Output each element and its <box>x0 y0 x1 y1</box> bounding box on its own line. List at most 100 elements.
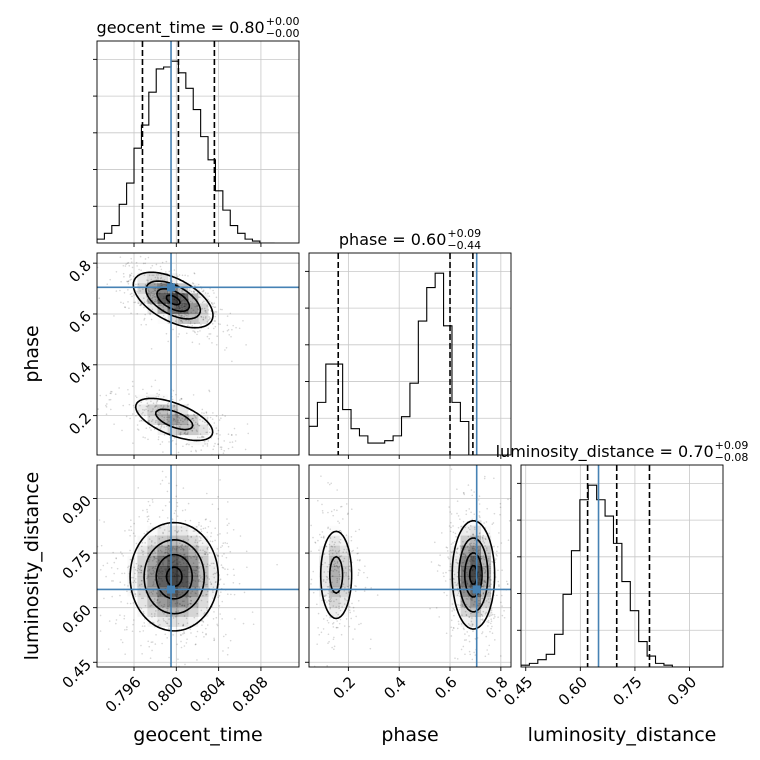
scatter-point <box>156 400 158 403</box>
scatter-point <box>312 570 315 573</box>
scatter-point <box>150 604 153 607</box>
density-cell <box>187 596 199 607</box>
scatter-point <box>498 585 500 588</box>
density-cell <box>157 273 168 284</box>
scatter-point <box>322 536 325 539</box>
scatter-point <box>143 683 145 685</box>
density-cell <box>208 586 219 597</box>
scatter-point <box>106 283 109 286</box>
scatter-point <box>168 482 170 485</box>
scatter-point <box>204 553 207 556</box>
scatter-point <box>194 331 196 334</box>
scatter-point <box>494 639 496 641</box>
scatter-point <box>357 568 360 571</box>
scatter-point <box>148 290 150 293</box>
scatter-point <box>220 446 223 449</box>
scatter-point <box>152 274 155 277</box>
density-cell <box>319 566 330 577</box>
scatter-point <box>182 420 184 423</box>
density-cell <box>177 576 189 587</box>
scatter-point <box>228 334 231 336</box>
scatter-point <box>488 577 490 579</box>
scatter-point <box>130 257 133 260</box>
scatter-point <box>151 419 154 421</box>
scatter-point <box>244 455 246 457</box>
scatter-point <box>151 670 153 672</box>
scatter-point <box>115 557 117 559</box>
scatter-point <box>200 530 203 533</box>
scatter-point <box>310 524 312 527</box>
scatter-point <box>471 599 473 601</box>
scatter-point <box>327 570 329 573</box>
scatter-point <box>213 320 216 322</box>
quantile-lines <box>141 41 651 667</box>
scatter-point <box>501 614 504 617</box>
scatter-point <box>130 278 133 281</box>
scatter-point <box>123 275 125 278</box>
scatter-point <box>457 620 460 623</box>
scatter-point <box>499 502 502 505</box>
scatter-point <box>331 552 334 555</box>
density-cell <box>187 545 199 557</box>
scatter-point <box>463 553 466 556</box>
scatter-point <box>503 616 506 619</box>
scatter-point <box>222 567 225 569</box>
scatter-point <box>177 335 179 338</box>
density-cell <box>187 414 199 425</box>
scatter-point <box>477 499 480 501</box>
scatter-point <box>462 627 465 629</box>
scatter-point <box>144 437 146 439</box>
scatter-point <box>192 330 194 332</box>
scatter-point <box>340 531 343 533</box>
scatter-point <box>333 648 335 651</box>
scatter-point <box>336 620 338 622</box>
scatter-point <box>177 415 179 417</box>
scatter-point <box>155 274 158 276</box>
scatter-point <box>192 419 195 422</box>
density-panel-phase-vs-luminosity_distance-scatter <box>309 468 511 667</box>
scatter-point <box>471 494 474 497</box>
scatter-point <box>156 601 158 604</box>
scatter-point <box>216 335 218 337</box>
hist-outline-luminosity_distance <box>521 484 723 667</box>
scatter-point <box>119 256 122 258</box>
scatter-point <box>210 302 213 304</box>
scatter-point <box>453 578 455 580</box>
scatter-point <box>471 547 474 549</box>
scatter-point <box>160 604 163 607</box>
scatter-point <box>203 636 205 638</box>
scatter-point <box>147 300 150 303</box>
scatter-point <box>194 580 197 582</box>
density-cell <box>177 414 189 425</box>
scatter-point <box>459 604 462 607</box>
scatter-point <box>216 554 219 557</box>
scatter-point <box>488 644 491 647</box>
scatter-point <box>129 417 131 420</box>
density-cell <box>147 283 158 294</box>
scatter-point <box>448 525 451 527</box>
scatter-point <box>489 570 491 572</box>
scatter-point <box>221 308 223 311</box>
scatter-point <box>142 597 144 599</box>
scatter-point <box>213 638 216 641</box>
density-cell <box>177 555 189 567</box>
density-panel-phase-vs-luminosity_distance-frame <box>308 464 512 668</box>
scatter-point <box>481 585 483 588</box>
scatter-point <box>140 419 142 422</box>
scatter-point <box>473 548 475 550</box>
scatter-point <box>202 621 205 623</box>
scatter-point <box>465 509 468 512</box>
scatter-point <box>483 558 486 561</box>
scatter-point <box>188 555 191 558</box>
scatter-point <box>370 587 373 589</box>
scatter-point <box>183 645 186 647</box>
scatter-point <box>149 302 151 304</box>
scatter-point <box>143 622 146 624</box>
scatter-point <box>338 571 340 573</box>
scatter-point <box>473 542 475 545</box>
scatter-point <box>329 616 331 619</box>
scatter-point <box>326 619 329 622</box>
scatter-point <box>190 592 192 594</box>
scatter-point <box>206 320 209 323</box>
scatter-point <box>183 432 186 434</box>
